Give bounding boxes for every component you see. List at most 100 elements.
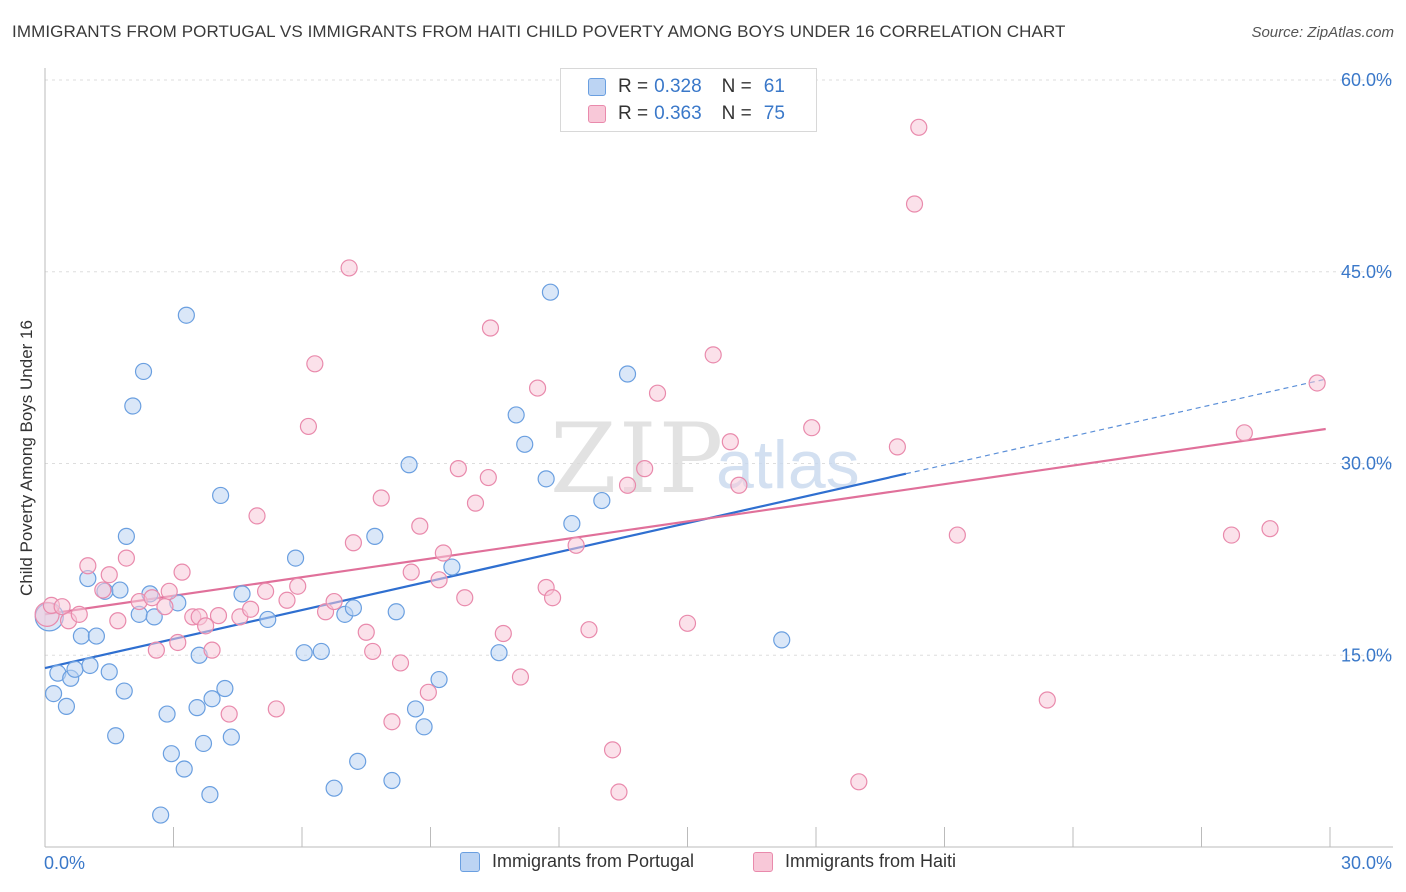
x-tick-label: 30.0% (1341, 853, 1392, 873)
legend-row-haiti: R = 0.363 N = 75 (588, 102, 785, 126)
point-portugal (387, 603, 405, 621)
legend-n-label: N = (721, 103, 752, 124)
point-haiti (481, 319, 500, 337)
point-haiti (325, 592, 343, 611)
point-portugal (593, 491, 611, 510)
point-haiti (143, 589, 161, 607)
point-haiti (197, 617, 215, 635)
point-haiti (160, 582, 178, 600)
point-portugal (145, 608, 163, 626)
point-haiti (948, 526, 966, 544)
legend-r-value: 0.363 (654, 103, 702, 124)
point-portugal (124, 397, 142, 415)
bottom-legend-haiti: Immigrants from Haiti (753, 851, 956, 872)
axes (44, 68, 1393, 848)
bottom-legend-swatch-haiti (753, 851, 773, 872)
point-portugal (81, 656, 99, 675)
point-haiti (678, 614, 697, 632)
point-haiti (648, 384, 667, 402)
legend-swatch-haiti (588, 105, 606, 123)
legend-n-value: 75 (763, 103, 785, 124)
point-haiti (543, 589, 562, 607)
point-haiti (267, 700, 285, 718)
point-portugal (349, 752, 367, 770)
point-haiti (173, 563, 191, 581)
point-portugal (201, 785, 219, 804)
point-haiti (850, 773, 868, 791)
point-portugal (162, 745, 180, 763)
point-portugal (175, 760, 193, 778)
point-portugal (286, 549, 305, 567)
point-haiti (306, 355, 324, 373)
point-haiti (618, 476, 637, 494)
point-haiti (910, 118, 928, 136)
point-portugal (400, 456, 418, 474)
point-haiti (411, 517, 429, 535)
point-portugal (152, 806, 170, 824)
point-haiti (603, 741, 622, 759)
point-portugal (111, 581, 129, 599)
bottom-legend-portugal: Immigrants from Portugal (460, 851, 694, 872)
point-portugal (430, 670, 448, 689)
point-haiti (803, 419, 821, 437)
point-haiti (79, 557, 97, 575)
point-portugal (216, 679, 234, 698)
point-portugal (87, 627, 106, 645)
point-portugal (66, 660, 84, 678)
tick-labels: 60.0% 45.0% 30.0% 15.0% 0.0% 30.0% (44, 70, 1392, 873)
legend-r-label: R = (618, 76, 649, 97)
point-portugal (383, 771, 401, 790)
point-haiti (1235, 424, 1253, 442)
point-haiti (364, 642, 382, 661)
point-portugal (415, 718, 433, 736)
point-haiti (704, 346, 722, 364)
point-haiti (357, 623, 375, 641)
point-haiti (494, 624, 512, 643)
point-haiti (636, 460, 654, 478)
bottom-legend-swatch-portugal (460, 851, 480, 872)
point-portugal (537, 470, 555, 488)
point-portugal (177, 306, 195, 324)
legend-n-value: 61 (763, 76, 785, 97)
data-points (34, 118, 1326, 824)
point-haiti (402, 563, 420, 581)
chart-title: IMMIGRANTS FROM PORTUGAL VS IMMIGRANTS F… (12, 22, 1066, 41)
point-haiti (109, 612, 127, 630)
point-portugal (563, 514, 581, 533)
point-portugal (188, 699, 206, 717)
point-portugal (72, 627, 91, 645)
point-haiti (70, 605, 88, 623)
y-axis-label: Child Poverty Among Boys Under 16 (17, 320, 36, 596)
point-haiti (888, 438, 906, 456)
point-portugal (443, 558, 461, 576)
point-haiti (456, 589, 474, 607)
bottom-legend-label-portugal: Immigrants from Portugal (492, 851, 695, 871)
point-haiti (1038, 691, 1056, 709)
point-portugal (158, 705, 176, 723)
legend-swatch-portugal (588, 78, 606, 96)
y-tick-label: 30.0% (1341, 454, 1392, 474)
point-haiti (278, 591, 296, 609)
point-haiti (147, 641, 165, 659)
point-portugal (259, 610, 277, 629)
point-portugal (366, 527, 384, 545)
point-portugal (344, 599, 362, 617)
y-tick-label: 45.0% (1341, 262, 1392, 282)
point-haiti (203, 641, 221, 659)
point-haiti (479, 468, 497, 487)
point-haiti (209, 607, 228, 625)
point-haiti (248, 507, 266, 525)
point-portugal (312, 642, 330, 661)
point-haiti (169, 633, 187, 652)
bottom-legend-label-haiti: Immigrants from Haiti (785, 851, 957, 871)
point-haiti (449, 460, 467, 478)
point-portugal (194, 734, 213, 753)
point-portugal (507, 406, 525, 424)
point-portugal (57, 697, 76, 715)
point-portugal (115, 682, 133, 700)
point-haiti (730, 476, 748, 494)
point-haiti (391, 654, 410, 672)
point-portugal (203, 690, 221, 708)
point-haiti (289, 577, 307, 595)
